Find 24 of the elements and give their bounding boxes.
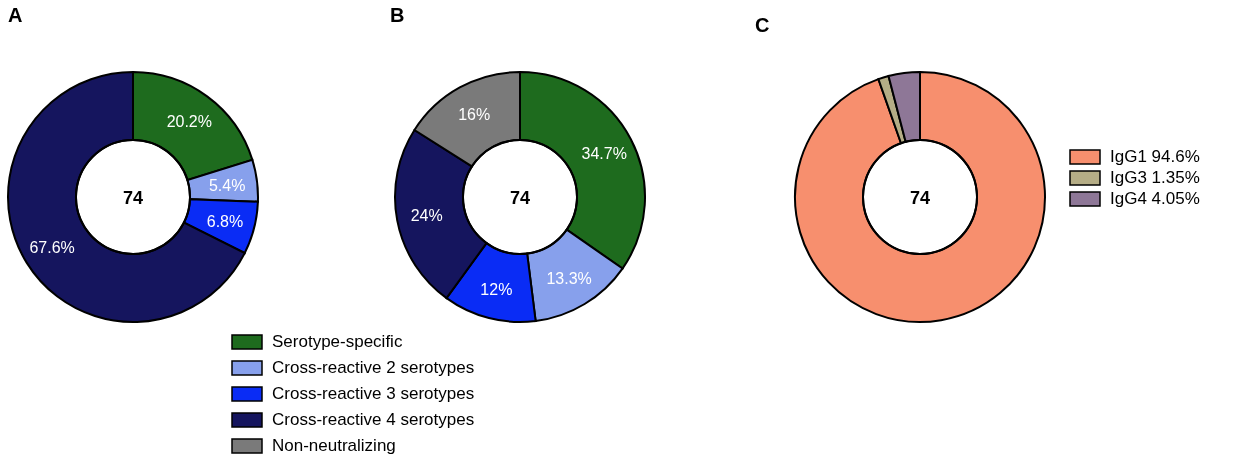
- data-label: 13.3%: [546, 270, 592, 288]
- data-label: 20.2%: [166, 112, 213, 130]
- legend-label: Cross-reactive 4 serotypes: [272, 410, 475, 429]
- chart-title: A: [8, 4, 23, 26]
- legend-label: Cross-reactive 3 serotypes: [272, 384, 475, 403]
- data-label: 24%: [410, 206, 443, 224]
- data-label: 67.6%: [29, 238, 75, 256]
- text: 74: [509, 188, 531, 208]
- data-label: 6.8%: [206, 212, 244, 230]
- legend-label: Cross-reactive 2 serotypes: [272, 358, 475, 377]
- text: 74: [122, 188, 144, 208]
- legend-label: Serotype-specific: [272, 332, 403, 351]
- legend-label: IgG4 4.05%: [1110, 189, 1200, 208]
- text: 74: [909, 188, 931, 208]
- data-label: 34.7%: [581, 145, 627, 163]
- legend-label: IgG3 1.35%: [1110, 168, 1200, 187]
- data-label: 5.4%: [208, 176, 246, 194]
- data-label: 12%: [480, 281, 513, 299]
- chart-title: C: [755, 14, 770, 36]
- donut-slice: [794, 71, 1046, 323]
- legend-label: Non-neutralizing: [272, 436, 396, 455]
- chart-title: B: [390, 4, 405, 26]
- data-label: 16%: [458, 105, 491, 123]
- legend-label: IgG1 94.6%: [1110, 147, 1200, 166]
